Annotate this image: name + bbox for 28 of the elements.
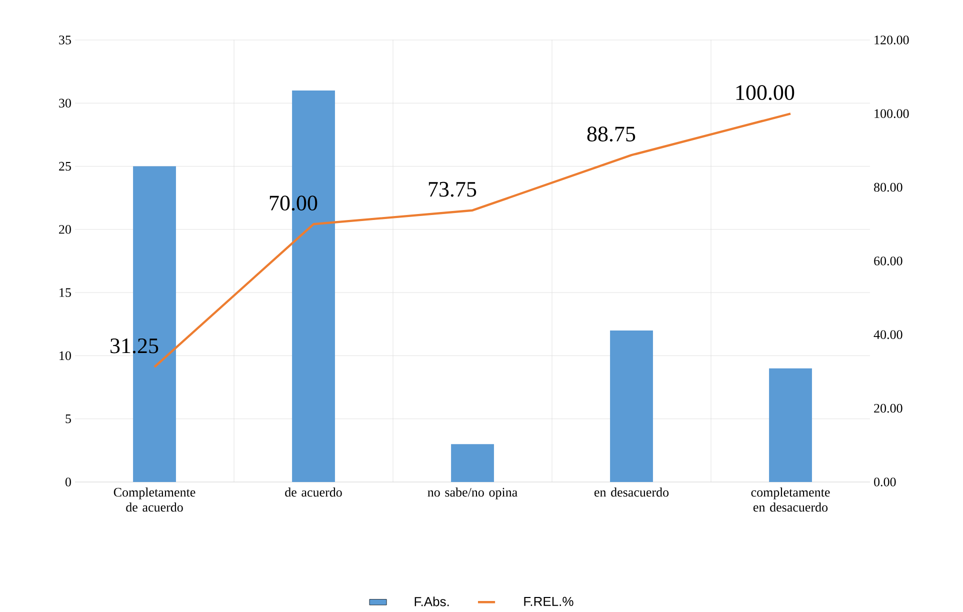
y-tick-label: 25 [59, 162, 71, 171]
bar [769, 368, 812, 482]
y2-tick-label: 100.00 [874, 109, 909, 118]
y2-tick-label: 40.00 [874, 330, 902, 340]
data-label: 73.75 [428, 182, 476, 197]
y2-tick-label: 120.00 [874, 36, 909, 44]
x-tick-label: de acuerdo [285, 488, 342, 497]
y-tick-label: 20 [59, 225, 71, 234]
bar [610, 330, 653, 482]
y-tick-label: 15 [60, 288, 71, 297]
bar [451, 444, 494, 482]
y2-tick-label: 0.00 [874, 478, 896, 486]
y-tick-label: 30 [59, 98, 71, 108]
data-label: 100.00 [736, 85, 794, 100]
y-tick-label: 10 [60, 351, 71, 360]
y2-tick-label: 60.00 [874, 256, 902, 266]
x-tick-label: no sabe/no opina [428, 488, 518, 500]
x-tick-label: completamente en desacuerdo [751, 488, 830, 512]
y2-tick-label: 20.00 [874, 404, 902, 413]
legend-label: F.REL.% [524, 596, 574, 606]
y-tick-label: 35 [59, 36, 71, 44]
y-tick-label: 0 [65, 478, 71, 486]
y2-tick-label: 80.00 [874, 182, 902, 192]
legend-label: F.Abs. [414, 596, 449, 606]
x-tick-label: en desacuerdo [594, 488, 669, 497]
x-tick-label: Completamente de acuerdo [114, 488, 196, 512]
y-tick-label: 5 [66, 414, 71, 424]
data-label: 88.75 [587, 126, 636, 142]
